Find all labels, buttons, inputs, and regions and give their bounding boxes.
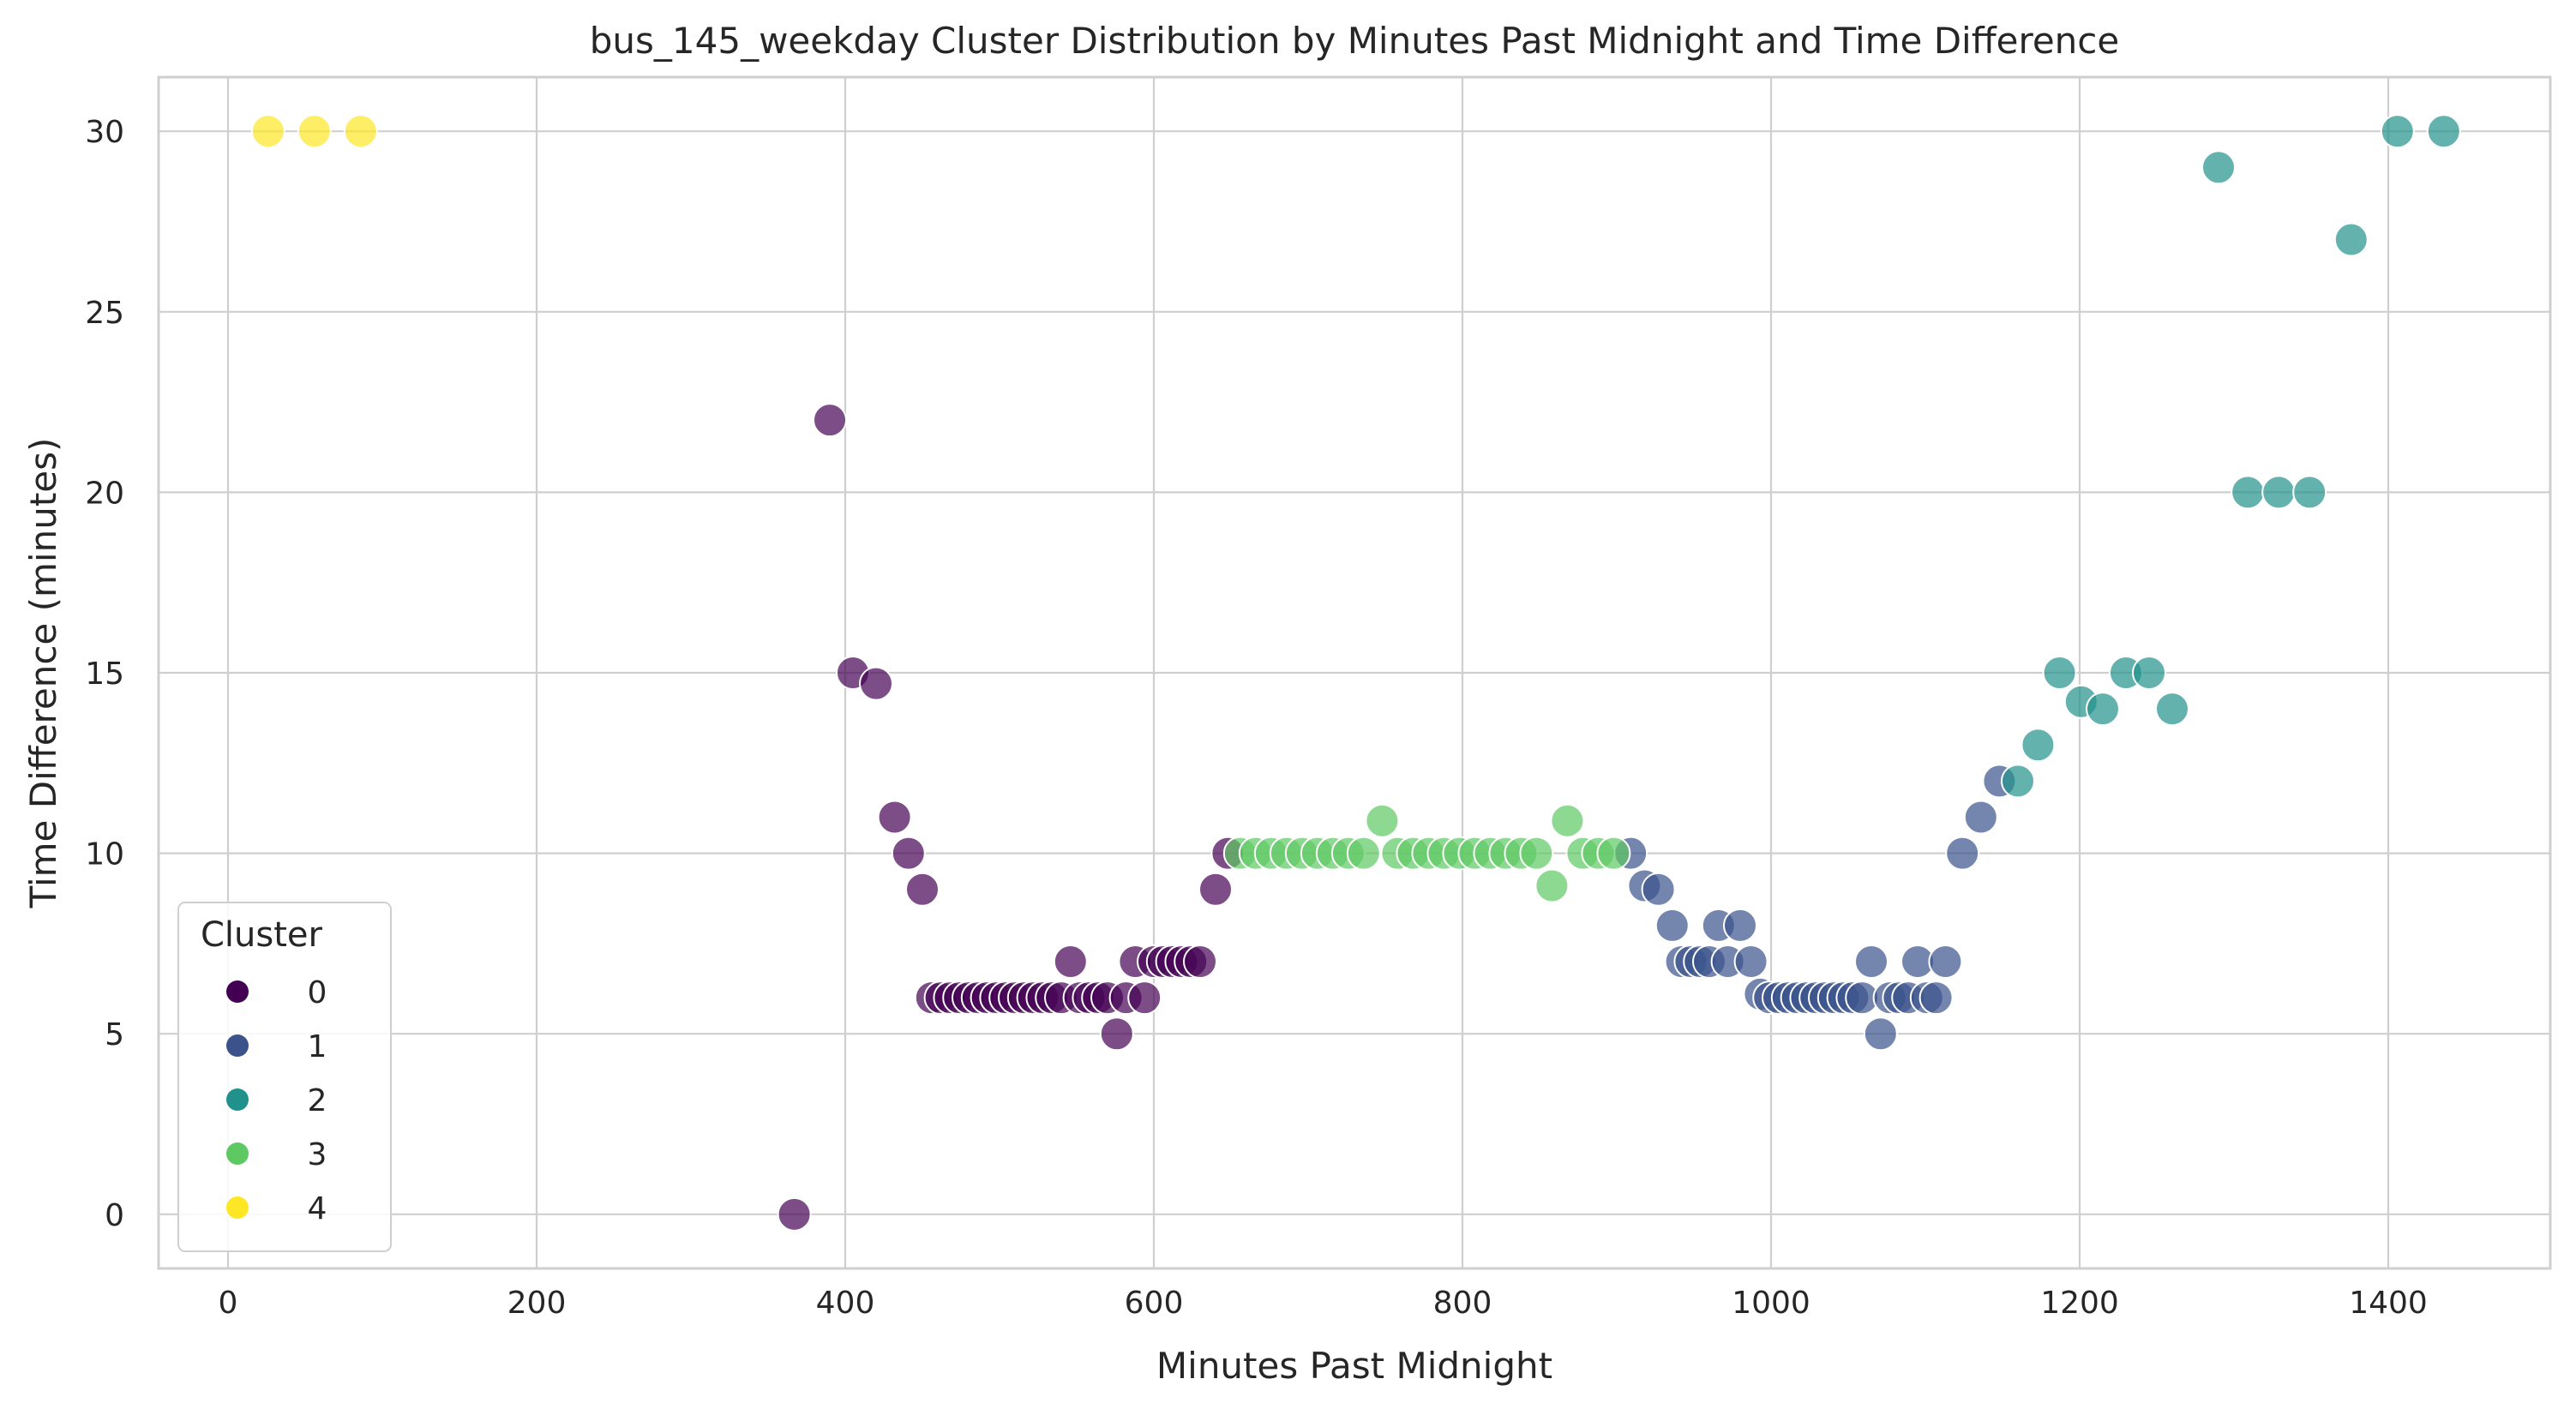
data-point-cluster-3 [1596,836,1631,871]
y-tick-label: 25 [85,296,124,331]
legend-marker-2 [226,1088,249,1111]
data-point-cluster-0 [777,1196,812,1232]
legend-marker-1 [226,1034,249,1057]
y-axis-label: Time Difference (minutes) [22,438,64,909]
data-point-cluster-4 [250,114,285,149]
plot-frame [157,75,2552,1270]
data-point-cluster-0 [891,836,926,871]
data-point-cluster-2 [2261,475,2297,510]
data-point-cluster-1 [1963,800,1998,835]
data-point-cluster-2 [2231,475,2266,510]
data-point-cluster-1 [1918,980,1954,1016]
data-point-cluster-1 [1945,836,1980,871]
data-point-cluster-2 [2155,692,2189,727]
x-tick-label: 0 [219,1286,238,1321]
data-point-cluster-0 [813,403,847,438]
x-axis-label: Minutes Past Midnight [1156,1345,1552,1387]
legend-label-2: 2 [308,1083,327,1118]
data-point-cluster-3 [1365,803,1400,838]
data-point-cluster-0 [1053,944,1088,979]
legend-label-1: 1 [308,1029,327,1064]
data-point-cluster-2 [2380,114,2415,149]
x-tick-label: 1000 [1732,1286,1810,1321]
data-point-cluster-3 [1534,868,1570,903]
y-tick-label: 15 [85,657,124,692]
x-tick-label: 400 [816,1286,875,1321]
data-point-cluster-0 [1127,980,1162,1016]
legend-marker-4 [226,1196,249,1219]
x-tick-label: 800 [1433,1286,1492,1321]
legend-box [177,902,392,1252]
legend: Cluster 0 1 2 3 4 [177,902,392,1252]
legend-label-0: 0 [308,975,327,1010]
data-point-cluster-3 [1550,803,1585,838]
data-point-cluster-2 [2292,475,2327,510]
data-point-cluster-0 [1099,1016,1134,1052]
data-point-cluster-2 [2021,728,2056,763]
data-point-cluster-2 [2086,692,2120,727]
grid-lines [159,77,2550,1268]
data-point-cluster-2 [2426,114,2461,149]
y-tick-label: 5 [105,1017,124,1052]
x-tick-label: 1400 [2349,1286,2428,1321]
y-tick-label: 20 [85,476,124,511]
data-point-cluster-1 [1654,908,1690,943]
data-point-cluster-2 [2001,764,2035,799]
y-tick-labels: 0 5 10 15 20 25 30 [85,115,124,1233]
y-tick-label: 0 [105,1198,124,1233]
legend-marker-0 [226,980,249,1003]
data-point-cluster-2 [2201,150,2236,185]
scatter-points [250,114,2461,1232]
data-point-cluster-4 [343,114,378,149]
x-tick-labels: 0 200 400 600 800 1000 1200 1400 [219,1286,2428,1321]
data-point-cluster-2 [2333,222,2369,257]
data-point-cluster-0 [1198,872,1233,907]
data-point-cluster-1 [1854,944,1888,979]
x-tick-label: 600 [1125,1286,1184,1321]
x-tick-label: 200 [507,1286,567,1321]
data-point-cluster-1 [1723,908,1757,943]
data-point-cluster-3 [1346,836,1381,871]
data-point-cluster-1 [1641,872,1676,907]
data-point-cluster-2 [2132,656,2166,690]
data-point-cluster-4 [297,114,332,149]
data-point-cluster-0 [859,666,893,701]
legend-label-3: 3 [308,1137,327,1172]
data-point-cluster-2 [2042,656,2077,690]
data-point-cluster-3 [1519,836,1554,871]
data-point-cluster-1 [1928,944,1963,979]
legend-marker-3 [226,1142,249,1165]
x-tick-label: 1200 [2040,1286,2119,1321]
data-point-cluster-0 [905,872,940,907]
legend-label-4: 4 [308,1191,327,1226]
legend-title: Cluster [201,915,323,955]
data-point-cluster-1 [1863,1016,1898,1052]
data-point-cluster-0 [1183,944,1217,979]
y-tick-label: 10 [85,837,124,872]
y-tick-label: 30 [85,115,124,150]
chart-title: bus_145_weekday Cluster Distribution by … [590,20,2120,62]
data-point-cluster-1 [1733,944,1768,979]
data-point-cluster-0 [877,800,912,835]
